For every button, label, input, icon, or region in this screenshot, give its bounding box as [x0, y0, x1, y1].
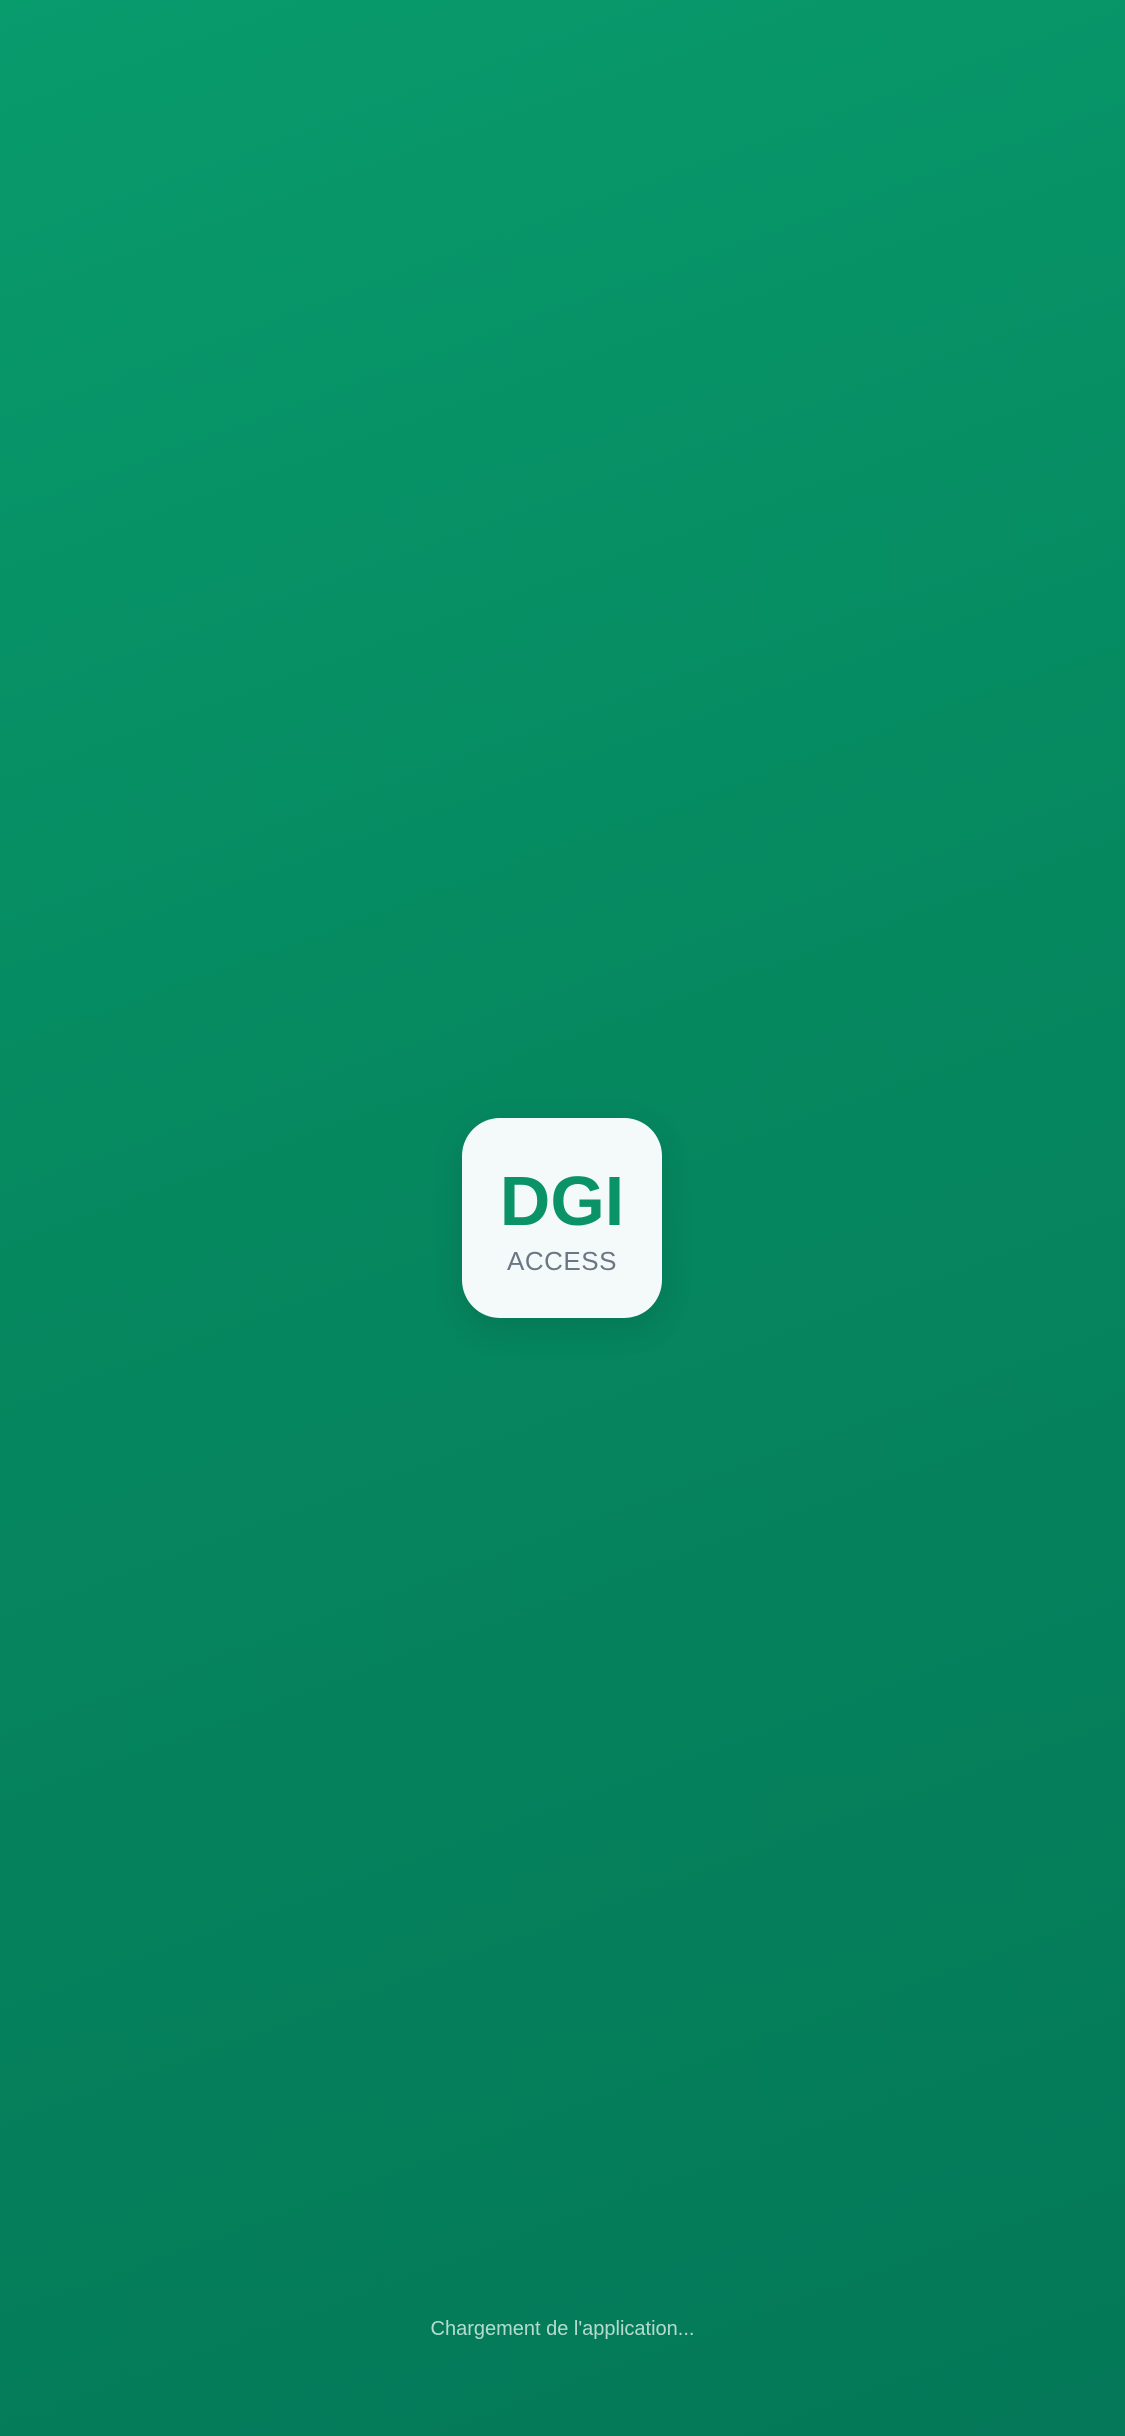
app-logo: DGI ACCESS [462, 1118, 662, 1318]
logo-title: DGI [499, 1162, 625, 1240]
logo-subtitle: ACCESS [507, 1246, 617, 1276]
loading-status-text: Chargement de l'application... [430, 2318, 695, 2340]
